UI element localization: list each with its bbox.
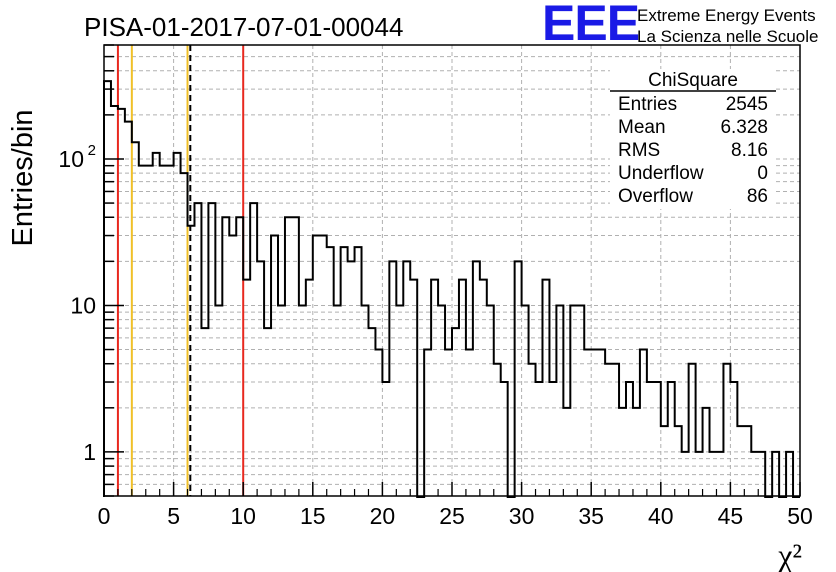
stats-box-title: ChiSquare	[648, 70, 738, 91]
eee-logo-letters: EEE	[542, 0, 639, 51]
x-tick-label: 25	[439, 503, 465, 529]
x-tick-label: 40	[648, 503, 674, 529]
logo-line-1: Extreme Energy Events	[637, 6, 816, 25]
y-tick-label: 10	[70, 292, 96, 318]
stats-row-label: RMS	[618, 140, 660, 161]
x-tick-label: 5	[167, 503, 180, 529]
stats-row-label: Overflow	[618, 186, 693, 207]
x-tick-label: 15	[300, 503, 326, 529]
stats-row-label: Underflow	[618, 163, 704, 184]
stats-row-value: 6.328	[720, 117, 768, 138]
stats-row-label: Mean	[618, 117, 666, 138]
y-tick-label: 1	[83, 439, 96, 465]
stats-row-value: 0	[757, 163, 768, 184]
stats-row-value: 2545	[726, 94, 768, 115]
eee-logo: EEE Extreme Energy Events La Scienza nel…	[542, 0, 818, 51]
stats-box: ChiSquare Entries 2545 Mean 6.328 RMS 8.16 Und…	[610, 69, 776, 209]
x-tick-label: 50	[787, 503, 813, 529]
stats-row-value: 8.16	[731, 140, 768, 161]
x-axis-ticks: 0 5 10 15 20 25 30 35 40 45 50	[98, 482, 813, 529]
stats-box-background	[610, 69, 776, 209]
y-tick-label: 10	[58, 146, 84, 172]
x-tick-label: 0	[98, 503, 111, 529]
threshold-lines	[116, 45, 245, 496]
chart-title: PISA-01-2017-07-01-00044	[84, 12, 403, 42]
stats-row-label: Entries	[618, 94, 677, 115]
x-tick-label: 30	[509, 503, 535, 529]
y-tick-exponent: 2	[88, 142, 96, 159]
y-axis-label: Entries/bin	[7, 109, 39, 246]
x-tick-label: 35	[578, 503, 604, 529]
x-tick-label: 45	[718, 503, 744, 529]
x-tick-label: 20	[370, 503, 396, 529]
x-axis-label: χ²	[777, 537, 802, 572]
x-tick-label: 10	[230, 503, 256, 529]
stats-row-value: 86	[747, 186, 768, 207]
logo-line-2: La Scienza nelle Scuole	[637, 27, 818, 46]
histogram-outline	[103, 80, 800, 498]
